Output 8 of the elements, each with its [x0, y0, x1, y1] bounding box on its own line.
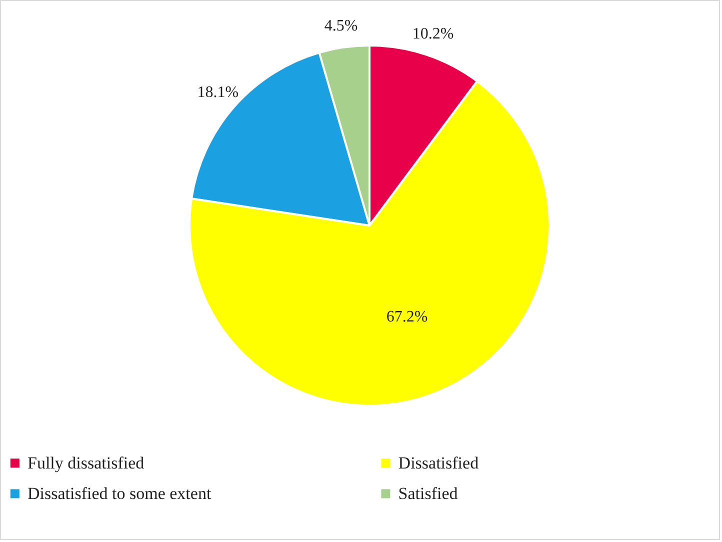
- legend-label: Dissatisfied: [398, 454, 480, 473]
- data-label: 18.1%: [197, 84, 239, 102]
- legend-label: Satisfied: [398, 484, 458, 504]
- legend-label: Fully dissatisfied: [28, 454, 145, 473]
- data-label: 67.2%: [386, 308, 428, 326]
- data-label: 4.5%: [324, 17, 358, 34]
- data-label: 10.2%: [412, 26, 454, 43]
- legend-label: Dissatisfied to some extent: [28, 484, 212, 504]
